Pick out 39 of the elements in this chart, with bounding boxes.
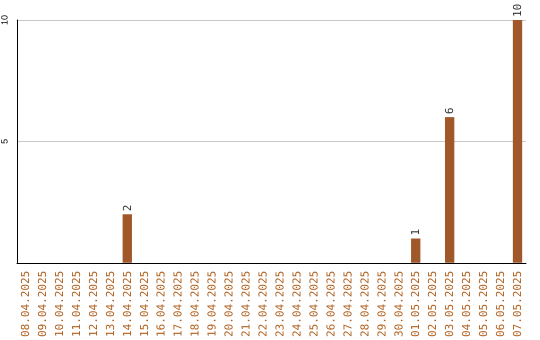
x-tick-label: 05.05.2025	[477, 270, 490, 338]
x-tick-label: 21.04.2025	[240, 270, 253, 338]
x-tick-label: 07.05.2025	[511, 270, 524, 338]
x-tick-label: 25.04.2025	[307, 270, 320, 338]
data-label: 1	[409, 228, 422, 236]
x-tick-label: 13.04.2025	[104, 270, 117, 338]
bar	[411, 238, 420, 263]
x-tick-label: 03.05.2025	[443, 270, 456, 338]
x-tick-label: 06.05.2025	[494, 270, 508, 338]
bar	[512, 20, 522, 263]
x-tick-label: 29.04.2025	[375, 270, 388, 338]
x-tick-label: 02.05.2025	[426, 270, 440, 338]
x-tick-label: 11.04.2025	[70, 270, 83, 338]
x-tick-label: 15.04.2025	[138, 270, 151, 338]
x-tick-label: 27.04.2025	[341, 270, 354, 338]
x-tick-label: 14.04.2025	[120, 270, 134, 338]
x-tick-label: 28.04.2025	[358, 270, 372, 338]
x-tick-label: 20.04.2025	[222, 270, 236, 338]
x-tick-label: 30.04.2025	[392, 270, 406, 338]
x-tick-label: 26.04.2025	[324, 270, 338, 338]
data-label: 10	[511, 4, 524, 17]
x-tick-label: 23.04.2025	[273, 270, 286, 338]
y-tick-label: 5	[0, 138, 10, 144]
x-tick-label: 24.04.2025	[290, 270, 304, 338]
bar	[122, 214, 132, 263]
data-label: 6	[443, 107, 456, 114]
data-label: 2	[120, 204, 134, 212]
x-tick-label: 19.04.2025	[206, 270, 219, 338]
x-tick-label: 10.04.2025	[52, 270, 66, 338]
x-tick-label: 04.05.2025	[460, 270, 474, 338]
x-tick-label: 12.04.2025	[86, 270, 100, 338]
x-tick-label: 01.05.2025	[409, 270, 422, 338]
bar	[444, 117, 454, 263]
x-tick-label: 18.04.2025	[188, 270, 202, 338]
x-tick-label: 22.04.2025	[256, 270, 270, 338]
x-tick-label: 09.04.2025	[36, 270, 49, 338]
x-tick-label: 08.04.2025	[18, 270, 32, 338]
x-tick-label: 16.04.2025	[154, 270, 168, 338]
x-tick-label: 17.04.2025	[172, 270, 185, 338]
